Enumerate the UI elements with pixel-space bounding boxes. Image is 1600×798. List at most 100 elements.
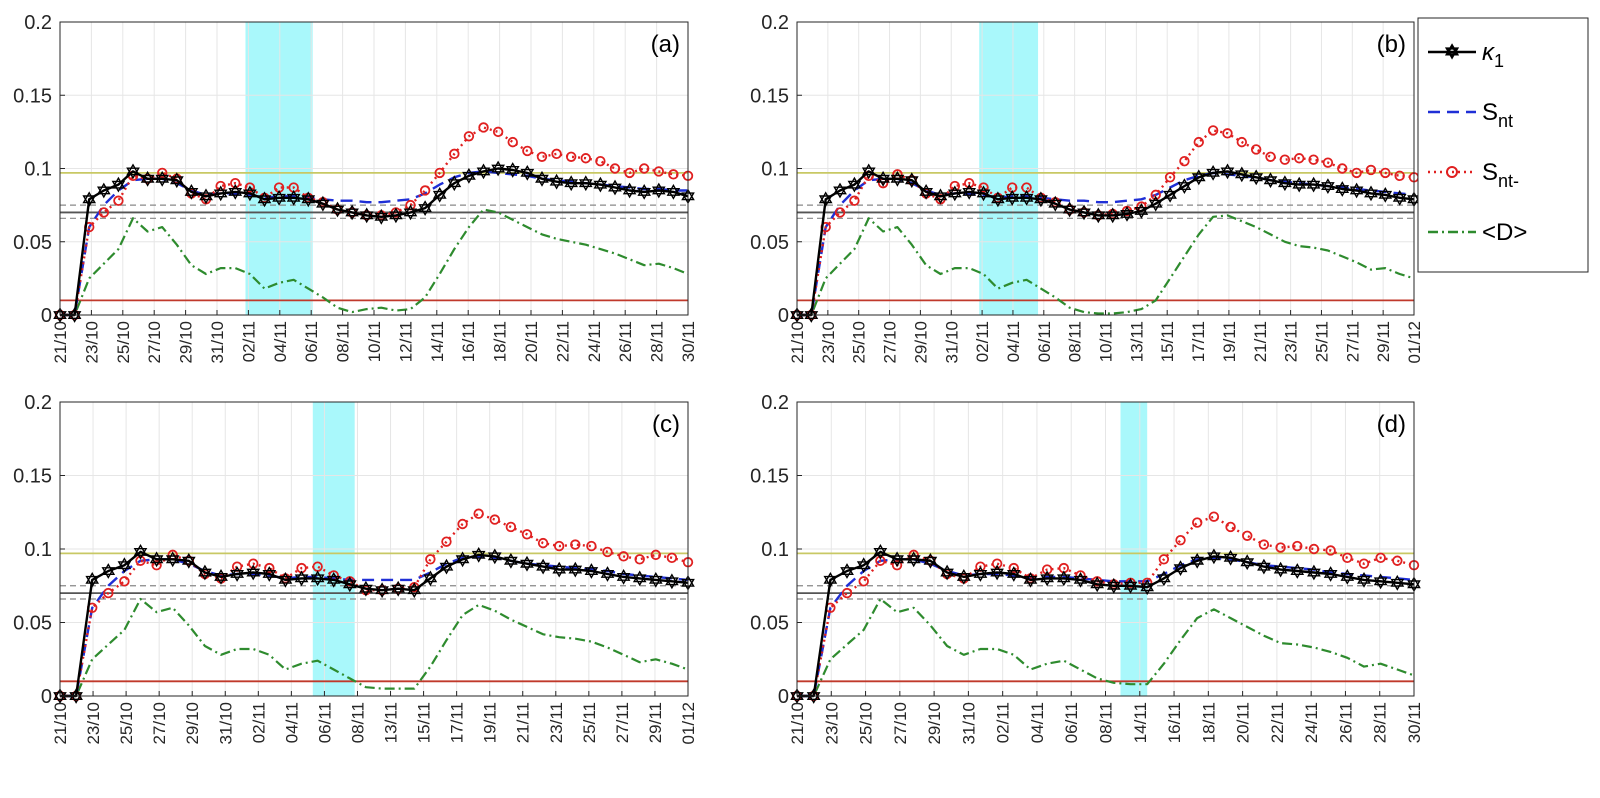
x-tick-label: 14/11 xyxy=(428,321,447,362)
x-tick-label: 02/11 xyxy=(973,321,992,362)
x-tick-label: 29/10 xyxy=(177,321,196,364)
series-sntm-point xyxy=(434,167,445,179)
series-sntm-point xyxy=(963,177,975,189)
series-sntm-point xyxy=(1380,167,1391,179)
series-k1-point xyxy=(632,570,647,587)
series-sntm-point xyxy=(244,182,256,193)
x-tick-label: 27/10 xyxy=(881,321,900,364)
series-k1-point xyxy=(564,175,579,192)
series-sntm-point xyxy=(1294,153,1305,164)
series-sntm-point xyxy=(618,551,629,562)
series-sntm-point xyxy=(230,177,241,189)
series-k1-point xyxy=(976,185,991,202)
series-k1-point xyxy=(552,561,567,578)
series-k1-point xyxy=(455,551,470,568)
legend-sntm-label: Snt- xyxy=(1482,159,1519,191)
series-k1-point xyxy=(616,568,631,585)
x-tick-label: 23/10 xyxy=(82,321,101,364)
series-k1-point xyxy=(1034,191,1048,208)
x-tick-label: 27/10 xyxy=(145,321,164,364)
x-tick-label: 22/11 xyxy=(553,321,572,362)
x-tick-label: 13/11 xyxy=(1127,321,1146,362)
series-sntm-point xyxy=(891,559,903,571)
series-k1-point xyxy=(666,183,681,200)
x-tick-label: 29/10 xyxy=(925,702,944,745)
series-k1-point xyxy=(906,551,921,568)
series-k1-point xyxy=(1148,195,1163,212)
series-k1-point xyxy=(1390,574,1405,591)
x-tick-label: 29/10 xyxy=(183,702,202,745)
legend-item-k1: ✡ κ1 xyxy=(1428,39,1504,71)
series-k1-line xyxy=(60,167,689,317)
y-tick-label: 0 xyxy=(778,686,789,708)
series-k1-point xyxy=(1335,181,1350,197)
series-d-line xyxy=(797,597,1415,698)
y-tick-label: 0.15 xyxy=(750,85,789,107)
series-k1-point xyxy=(213,185,228,202)
x-tick-label: 21/10 xyxy=(788,321,807,364)
series-k1-point xyxy=(919,183,934,200)
series-sntm-point xyxy=(834,207,846,218)
legend-snt-label: Snt xyxy=(1482,99,1513,131)
x-tick-label: 12/11 xyxy=(396,321,415,362)
x-tick-label: 14/11 xyxy=(1131,702,1150,743)
series-sntm-point xyxy=(1179,155,1190,167)
series-k1-point xyxy=(389,207,403,224)
series-sntm-point xyxy=(441,536,452,547)
series-k1-point xyxy=(876,170,890,187)
series-k1-point xyxy=(873,543,888,560)
x-tick-label: 04/11 xyxy=(1004,321,1023,362)
series-k1-point xyxy=(214,568,228,585)
series-sntm-point xyxy=(1275,542,1286,553)
series-sntm-point xyxy=(1358,558,1370,569)
series-k1-line xyxy=(797,170,1415,317)
series-sntm-point xyxy=(666,552,678,564)
series-k1-point xyxy=(1257,558,1271,575)
series-sntm-point xyxy=(1325,545,1336,556)
series-sntm-point xyxy=(602,546,613,558)
series-k1-point xyxy=(1156,570,1171,587)
series-k1-point xyxy=(286,189,301,206)
x-tick-label: 15/11 xyxy=(1158,321,1177,362)
series-sntm-point xyxy=(536,151,548,162)
series-k1-point xyxy=(374,208,389,225)
series-k1-point xyxy=(973,566,988,582)
series-k1-point xyxy=(342,576,357,593)
series-k1-point xyxy=(923,552,938,569)
series-k1-point xyxy=(904,172,919,189)
series-k1-point xyxy=(990,564,1004,581)
series-sntm-point xyxy=(1394,170,1405,182)
series-k1-point xyxy=(1006,566,1021,582)
series-k1-point xyxy=(418,200,432,217)
series-k1-point xyxy=(111,176,126,193)
series-sntm-point xyxy=(113,195,124,206)
x-tick-label: 06/11 xyxy=(302,321,321,362)
x-tick-label: 13/11 xyxy=(382,702,401,743)
series-k1-point xyxy=(991,191,1005,208)
series-k1-point xyxy=(1191,169,1206,186)
y-tick-label: 0.1 xyxy=(761,159,789,181)
series-k1-point xyxy=(536,558,550,575)
series-k1-point xyxy=(316,195,330,212)
series-k1-point xyxy=(126,163,140,180)
series-k1-point xyxy=(840,563,854,579)
series-k1-point xyxy=(1163,187,1177,203)
series-sntm-point xyxy=(849,195,860,206)
series-k1-point xyxy=(1392,189,1407,206)
series-k1-point xyxy=(1207,548,1221,565)
x-tick-label: 16/11 xyxy=(1165,702,1184,743)
x-tick-label: 22/11 xyxy=(1268,702,1287,743)
series-sntm-point xyxy=(858,576,869,587)
x-tick-label: 10/11 xyxy=(1097,321,1116,362)
series-sntm-point xyxy=(151,559,162,571)
x-tick-label: 08/11 xyxy=(1066,321,1085,362)
x-tick-label: 20/11 xyxy=(522,321,541,362)
x-tick-label: 08/11 xyxy=(348,702,367,743)
y-tick-label: 0.2 xyxy=(24,12,52,34)
x-tick-label: 30/11 xyxy=(679,321,698,362)
x-tick-label: 31/10 xyxy=(208,321,227,364)
series-k1-point xyxy=(1273,561,1288,578)
series-sntm-point xyxy=(248,558,259,569)
x-tick-label: 31/10 xyxy=(942,321,961,364)
